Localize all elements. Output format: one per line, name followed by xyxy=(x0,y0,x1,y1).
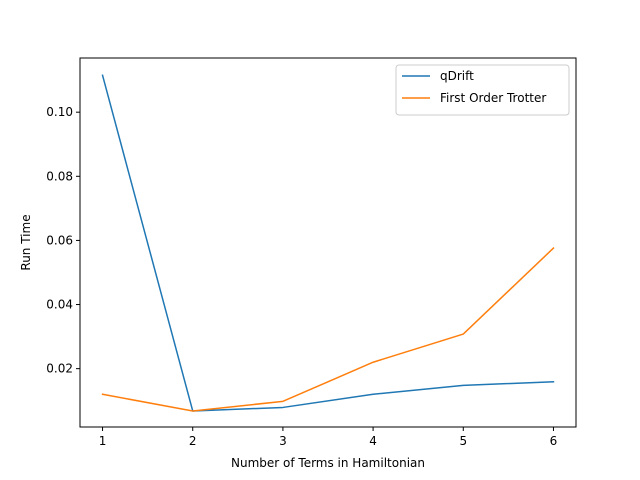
legend: qDrift First Order Trotter xyxy=(395,64,570,116)
legend-label: qDrift xyxy=(440,69,474,83)
legend-frame xyxy=(395,64,570,116)
x-tick-label: 1 xyxy=(99,434,107,448)
x-tick-label: 6 xyxy=(550,434,558,448)
y-tick-label: 0.06 xyxy=(46,233,73,247)
y-axis: 0.02 0.04 0.06 0.08 0.10 xyxy=(46,105,80,376)
y-tick-label: 0.08 xyxy=(46,169,73,183)
y-axis-label: Run Time xyxy=(19,214,33,270)
x-axis-label: Number of Terms in Hamiltonian xyxy=(231,456,425,470)
y-tick-label: 0.10 xyxy=(46,105,73,119)
x-tick-label: 3 xyxy=(279,434,287,448)
plot-area xyxy=(101,74,555,412)
series-line-1 xyxy=(101,247,555,412)
x-tick-label: 5 xyxy=(459,434,467,448)
y-tick-label: 0.02 xyxy=(46,362,73,376)
x-axis: 1 2 3 4 5 6 xyxy=(99,427,558,448)
y-tick-label: 0.04 xyxy=(46,298,73,312)
series-line-0 xyxy=(101,74,555,412)
axes-frame xyxy=(79,57,577,428)
x-tick-label: 2 xyxy=(189,434,197,448)
x-tick-label: 4 xyxy=(369,434,377,448)
legend-label: First Order Trotter xyxy=(440,91,546,105)
